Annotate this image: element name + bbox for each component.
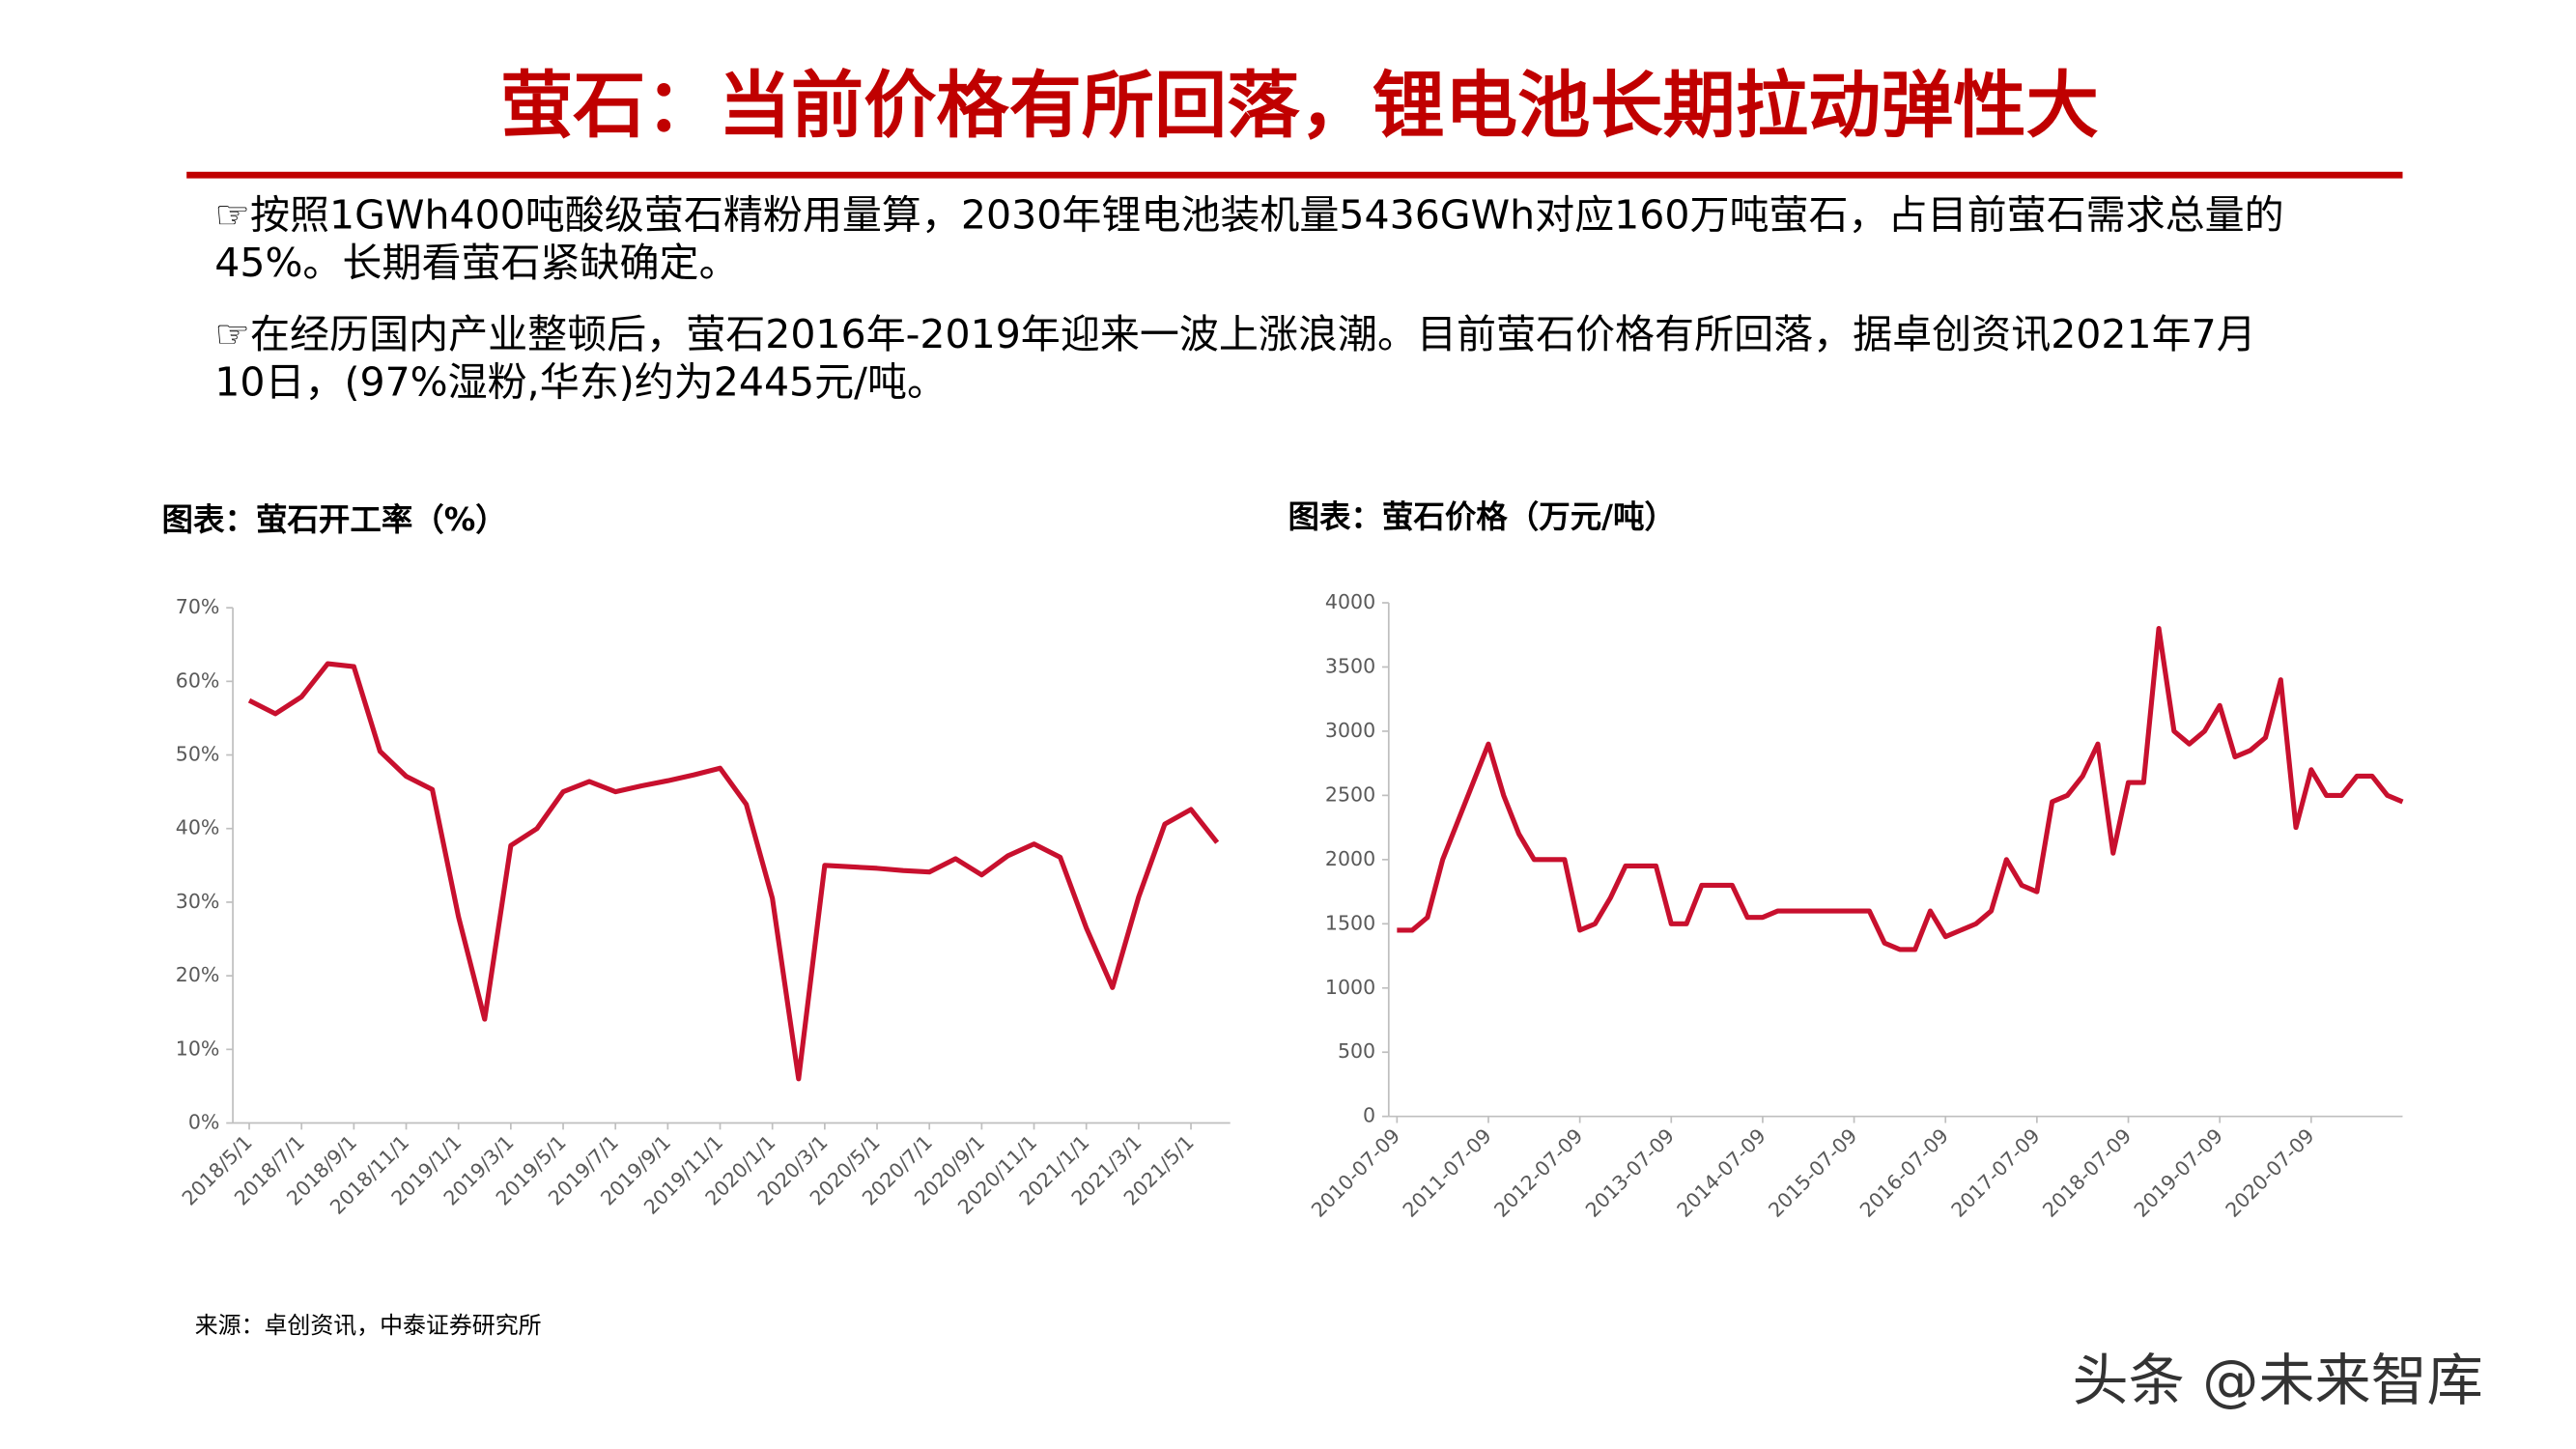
y-tick-label: 1000 (1325, 976, 1375, 999)
y-tick-label: 10% (176, 1037, 220, 1060)
y-tick-label: 30% (176, 890, 220, 913)
y-tick-label: 4000 (1325, 590, 1375, 613)
y-tick-label: 1500 (1325, 911, 1375, 934)
data-line (1397, 626, 2404, 952)
slide-title: 萤石：当前价格有所回落，锂电池长期拉动弹性大 (500, 63, 2099, 148)
bullet-line: ☞按照1GWh400吨酸级萤石精粉用量算，2030年锂电池装机量5436GWh对… (214, 192, 2283, 239)
y-tick-label: 500 (1338, 1039, 1375, 1063)
y-tick-label: 60% (176, 668, 220, 692)
y-tick-label: 3000 (1325, 719, 1375, 742)
title-rule (186, 171, 2403, 179)
bullet-line: ☞在经历国内产业整顿后，萤石2016年-2019年迎来一波上涨浪潮。目前萤石价格… (214, 311, 2255, 357)
y-tick-label: 40% (176, 816, 220, 839)
bullet-line: 45%。长期看萤石紧缺确定。 (214, 240, 738, 286)
y-tick-label: 20% (176, 963, 220, 986)
data-line (247, 661, 1220, 1082)
y-tick-label: 2500 (1325, 782, 1375, 806)
y-tick-label: 3500 (1325, 654, 1375, 677)
source-note: 来源：卓创资讯，中泰证券研究所 (195, 1312, 542, 1339)
y-tick-label: 0 (1363, 1104, 1375, 1127)
chart-title: 图表：萤石开工率（%） (162, 501, 507, 538)
bullet-line: 10日，(97%湿粉,华东)约为2445元/吨。 (214, 358, 947, 405)
watermark: 头条 @未来智库 (2073, 1348, 2483, 1413)
y-tick-label: 70% (176, 595, 220, 618)
y-tick-label: 2000 (1325, 847, 1375, 870)
y-tick-label: 50% (176, 743, 220, 766)
chart-title: 图表：萤石价格（万元/吨） (1288, 498, 1676, 535)
y-tick-label: 0% (188, 1111, 220, 1134)
